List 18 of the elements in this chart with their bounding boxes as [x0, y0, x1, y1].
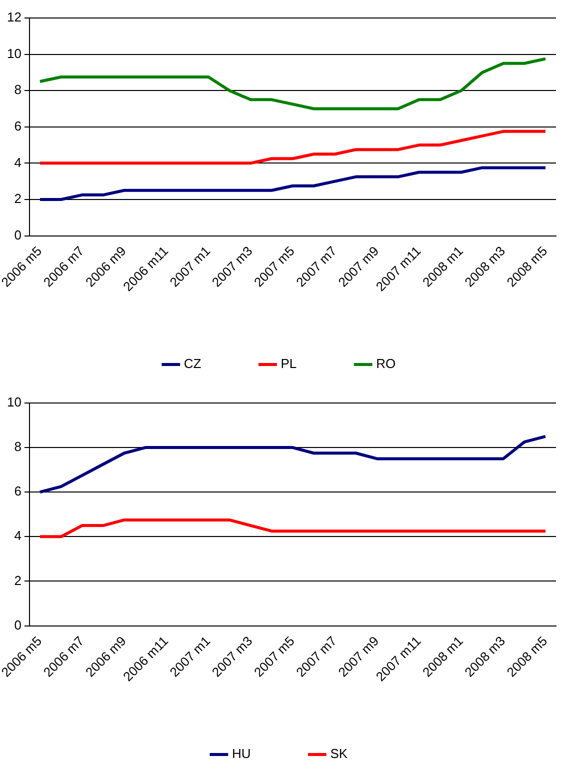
legend-label: HU	[232, 746, 251, 762]
y-tick-label: 6	[14, 118, 22, 134]
y-tick-label: 2	[14, 191, 22, 206]
y-tick-label: 10	[6, 46, 22, 61]
y-tick-label: 4	[14, 528, 22, 544]
y-tick-label: 12	[6, 10, 22, 25]
legend-label: CZ	[184, 356, 202, 372]
y-tick-label: 8	[14, 439, 22, 454]
y-tick-label: 4	[14, 154, 22, 170]
legend-label: SK	[330, 746, 348, 762]
y-tick-label: 6	[14, 484, 22, 499]
legend-label: RO	[376, 356, 396, 372]
y-tick-label: 2	[14, 572, 22, 588]
y-tick-label: 10	[6, 394, 22, 410]
y-tick-label: 0	[14, 227, 22, 242]
legend-label: PL	[280, 356, 297, 372]
y-tick-label: 8	[14, 82, 22, 98]
y-tick-label: 0	[14, 617, 22, 632]
